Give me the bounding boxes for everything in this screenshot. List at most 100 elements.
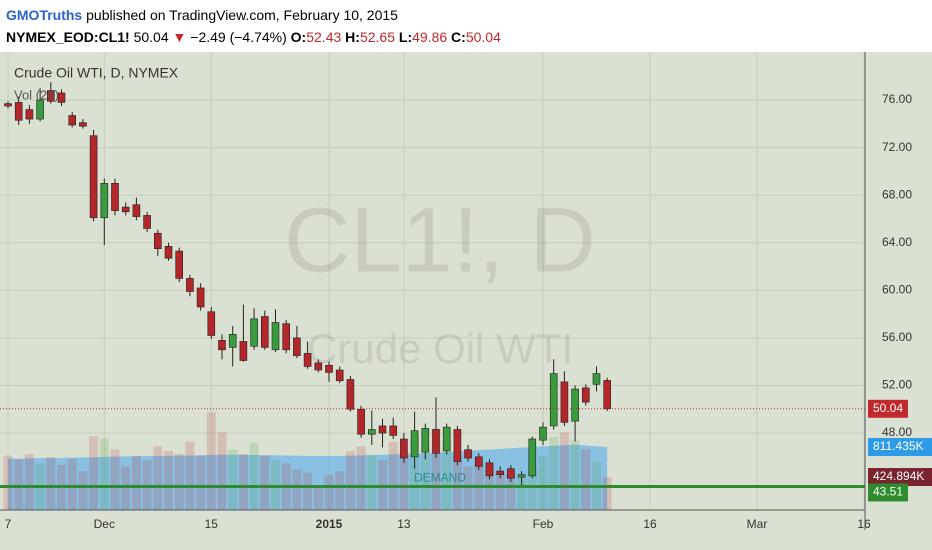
volume-bar	[131, 455, 141, 510]
last: 50.04	[133, 29, 169, 45]
candle-body	[432, 429, 440, 454]
symbol: NYMEX_EOD:CL1!	[6, 29, 130, 45]
volume-bar	[356, 446, 366, 510]
volume-bar	[388, 441, 398, 510]
volume-bar	[538, 455, 548, 510]
candle-body	[592, 373, 601, 385]
publish-line: GMOTruths published on TradingView.com, …	[6, 4, 501, 26]
x-tick-label: 7	[5, 517, 12, 531]
y-tick-label: 60.00	[882, 283, 912, 297]
candle-body	[549, 373, 558, 427]
candle-body	[410, 430, 419, 458]
candle-body	[132, 204, 141, 217]
volume-bar	[174, 454, 184, 510]
candle-body	[528, 438, 537, 477]
volume-bar	[303, 472, 313, 510]
l-value: 49.86	[412, 29, 448, 45]
volume-bar	[164, 451, 173, 510]
candle-body	[581, 387, 590, 403]
y-tick-label: 64.00	[882, 235, 912, 249]
candle-body	[367, 429, 376, 435]
volume-bar	[14, 459, 24, 510]
volume-bar	[110, 449, 120, 510]
watermark-subtitle: Crude Oil WTI	[307, 325, 573, 372]
volume-bar	[452, 457, 462, 510]
candle-body	[474, 456, 483, 467]
volume-bar	[67, 458, 77, 510]
volume-bar	[249, 443, 259, 510]
quote-line: NYMEX_EOD:CL1! 50.04 ▼ −2.49 (−4.74%) O:…	[6, 26, 501, 48]
volume-bar	[228, 449, 238, 510]
h-label: H:	[345, 29, 360, 45]
candle-body	[36, 99, 44, 120]
volume-bar	[367, 455, 377, 510]
support-label: 43.51	[873, 485, 903, 499]
c-value: 50.04	[465, 29, 501, 45]
candle-body	[164, 246, 173, 259]
volume-bar	[46, 457, 56, 510]
last-price-box	[868, 399, 908, 418]
candle-body	[79, 122, 87, 127]
volume-last-box	[868, 468, 932, 487]
volume-bar	[463, 466, 473, 510]
candle-body	[325, 364, 333, 373]
candle-body	[464, 449, 472, 459]
volume-bar	[185, 441, 195, 510]
candle-body	[496, 470, 505, 475]
volume-bar	[399, 451, 409, 510]
volume-bar	[345, 451, 355, 510]
candle-body	[282, 323, 291, 351]
last-price-label: 50.04	[873, 401, 903, 415]
volume-bar	[581, 449, 591, 510]
x-tick-label: 15	[205, 517, 219, 531]
author[interactable]: GMOTruths	[6, 7, 83, 23]
candle-body	[14, 102, 23, 121]
x-tick-label: Dec	[94, 517, 115, 531]
volume-bar	[495, 472, 505, 510]
candle-body	[271, 322, 280, 351]
y-tick-label: 56.00	[882, 330, 912, 344]
h-value: 52.65	[359, 29, 395, 45]
volume-bar	[206, 412, 216, 510]
candle-body	[560, 381, 569, 423]
candle-body	[4, 103, 12, 107]
volume-bar	[3, 455, 13, 510]
published: published on TradingView.com, February 1…	[86, 7, 398, 23]
candle-body	[46, 90, 55, 102]
support-name: DEMAND	[414, 471, 466, 485]
volume-bar	[570, 440, 580, 510]
volume-bar	[485, 469, 494, 510]
candle-body	[57, 92, 66, 103]
x-tick-label: Mar	[747, 517, 768, 531]
candle-body	[239, 341, 248, 361]
volume-bar	[559, 432, 569, 510]
candle-body	[89, 135, 98, 219]
candle-body	[378, 425, 387, 434]
candle-body	[485, 462, 494, 477]
volume-bar	[99, 438, 109, 510]
candle-body	[250, 318, 258, 347]
volume-ma-label: 811.435K	[873, 439, 924, 453]
y-tick-label: 68.00	[882, 187, 912, 201]
volume-bar	[292, 469, 302, 510]
x-tick-label: 2015	[316, 517, 343, 531]
candle-body	[111, 182, 119, 211]
legend-volume: Vol (20)	[14, 87, 59, 102]
candle-body	[25, 109, 34, 120]
volume-bar	[24, 454, 34, 510]
candle-body	[143, 215, 151, 229]
x-tick-label: 16	[643, 517, 657, 531]
volume-bar	[324, 475, 334, 510]
volume-bar	[442, 440, 452, 510]
candle-body	[442, 426, 451, 452]
volume-bar	[549, 437, 559, 510]
y-tick-label: 72.00	[882, 140, 912, 154]
volume-bar	[506, 474, 516, 510]
candle-body	[453, 429, 462, 462]
volume-bar	[527, 469, 537, 510]
candle-body	[207, 311, 216, 336]
candle-body	[603, 380, 612, 410]
candle-body	[346, 379, 355, 410]
x-tick-label: 16	[857, 517, 871, 531]
candle-body	[303, 353, 312, 367]
